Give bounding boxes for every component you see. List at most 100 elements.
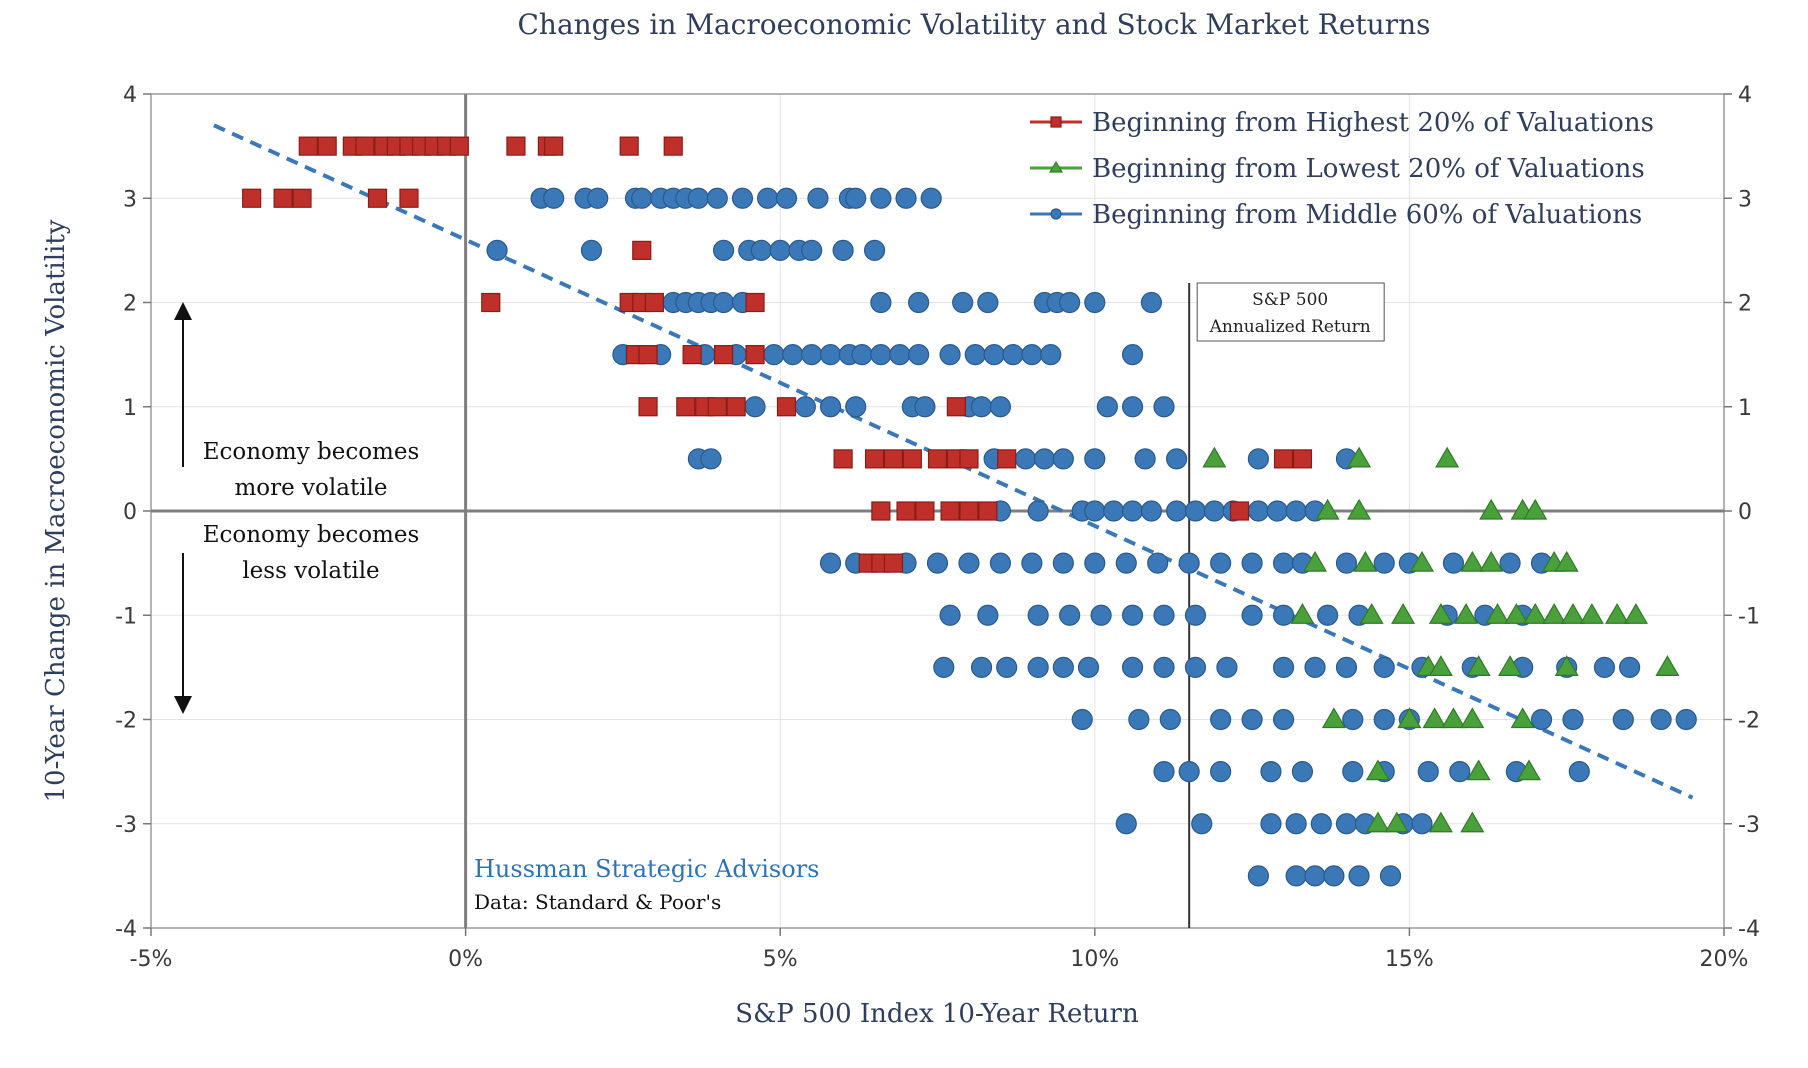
circle-point bbox=[1323, 865, 1345, 887]
square-point bbox=[644, 292, 664, 313]
square-point bbox=[978, 501, 998, 521]
triangle-point bbox=[1435, 446, 1460, 468]
circle-point bbox=[1084, 291, 1106, 314]
circle-point bbox=[889, 344, 911, 366]
circle-point bbox=[750, 239, 772, 261]
legend-marker bbox=[1050, 116, 1062, 128]
circle-point bbox=[1210, 761, 1232, 783]
annotation-more-volatile: more volatile bbox=[234, 475, 387, 501]
triangle-point bbox=[1460, 707, 1485, 729]
triangle-point bbox=[1579, 603, 1604, 624]
square-point bbox=[902, 449, 922, 469]
circle-point bbox=[1247, 500, 1269, 522]
square-point bbox=[883, 553, 904, 573]
circle-point bbox=[1304, 865, 1326, 887]
x-tick-label: 10% bbox=[1070, 947, 1119, 972]
circle-point bbox=[769, 239, 791, 261]
triangle-point bbox=[1479, 550, 1504, 572]
triangle-point bbox=[1315, 498, 1340, 520]
circle-point bbox=[1411, 813, 1433, 835]
circle-point bbox=[1310, 813, 1332, 835]
circle-point bbox=[1241, 708, 1263, 731]
triangle-point bbox=[1460, 550, 1485, 572]
circle-point bbox=[1027, 500, 1049, 522]
circle-point bbox=[1134, 448, 1156, 470]
y-tick-label: 2 bbox=[123, 292, 137, 317]
circle-point bbox=[870, 291, 892, 314]
triangle-point bbox=[1479, 498, 1504, 520]
triangle-point bbox=[1516, 759, 1541, 781]
square-point bbox=[273, 188, 293, 208]
circle-point bbox=[486, 239, 508, 261]
square-point bbox=[883, 449, 904, 469]
square-point bbox=[896, 501, 916, 521]
circle-point bbox=[1335, 656, 1358, 678]
square-point bbox=[632, 240, 652, 260]
circle-point bbox=[958, 552, 980, 574]
circle-point bbox=[1373, 656, 1395, 678]
y-tick-label: -3 bbox=[115, 813, 137, 838]
circle-point bbox=[1084, 448, 1106, 470]
circle-point bbox=[1342, 708, 1364, 731]
triangle-point bbox=[1466, 759, 1491, 781]
circle-point bbox=[977, 604, 999, 626]
circle-point bbox=[1184, 656, 1207, 678]
x-tick-label: 0% bbox=[448, 947, 483, 972]
circle-point bbox=[763, 344, 785, 366]
triangle-point bbox=[1202, 446, 1227, 468]
circle-point bbox=[939, 604, 961, 626]
triangle-point bbox=[1359, 603, 1384, 624]
circle-point bbox=[1241, 604, 1263, 626]
y-tick-label: -1 bbox=[115, 604, 137, 629]
x-tick-label: 20% bbox=[1700, 947, 1749, 972]
circle-point bbox=[1165, 448, 1188, 470]
circle-point bbox=[1216, 656, 1238, 678]
triangle-point bbox=[1409, 550, 1435, 572]
circle-point bbox=[1272, 604, 1295, 626]
triangle-point bbox=[1623, 603, 1648, 624]
circle-point bbox=[1373, 708, 1395, 731]
circle-point bbox=[1071, 708, 1093, 731]
circle-point bbox=[1568, 761, 1590, 783]
triangle-point bbox=[1302, 550, 1328, 572]
y-tick-label-right: -4 bbox=[1738, 917, 1760, 942]
square-point bbox=[663, 136, 683, 156]
circle-point bbox=[1530, 708, 1553, 731]
data-points bbox=[242, 136, 1697, 887]
triangle-point bbox=[1428, 603, 1453, 624]
square-point bbox=[242, 188, 262, 208]
circle-point bbox=[870, 187, 892, 209]
triangle-point bbox=[1347, 446, 1372, 468]
triangle-point bbox=[1290, 603, 1315, 624]
circle-point bbox=[1335, 813, 1358, 835]
circle-point bbox=[819, 396, 842, 418]
triangle-point bbox=[1428, 655, 1453, 676]
circle-point bbox=[706, 187, 728, 209]
legend-marker bbox=[1048, 160, 1064, 173]
circle-point bbox=[926, 552, 949, 574]
circle-point bbox=[908, 291, 930, 314]
circle-point bbox=[908, 344, 930, 366]
triangle-point bbox=[1510, 707, 1535, 729]
circle-point bbox=[964, 344, 986, 366]
circle-point bbox=[794, 396, 816, 418]
y-tick-label-right: -3 bbox=[1738, 813, 1760, 838]
annotation-less-volatile: Economy becomes bbox=[203, 522, 420, 548]
square-point bbox=[676, 397, 696, 417]
legend-marker bbox=[1050, 208, 1062, 220]
circle-point bbox=[1562, 708, 1584, 731]
triangle-point bbox=[1504, 603, 1529, 624]
square-point bbox=[481, 292, 501, 313]
circle-point bbox=[983, 344, 1005, 366]
square-point bbox=[927, 449, 948, 469]
circle-point bbox=[1442, 552, 1465, 574]
triangle-point bbox=[1441, 707, 1466, 729]
circle-point bbox=[1040, 344, 1062, 366]
square-point bbox=[776, 397, 797, 417]
square-point bbox=[619, 136, 639, 156]
y-tick-label: 4 bbox=[123, 83, 137, 108]
circle-point bbox=[845, 187, 867, 209]
y-tick-label-right: 3 bbox=[1738, 187, 1752, 212]
brand-label: Hussman Strategic Advisors bbox=[474, 855, 819, 883]
circle-point bbox=[1499, 552, 1521, 574]
